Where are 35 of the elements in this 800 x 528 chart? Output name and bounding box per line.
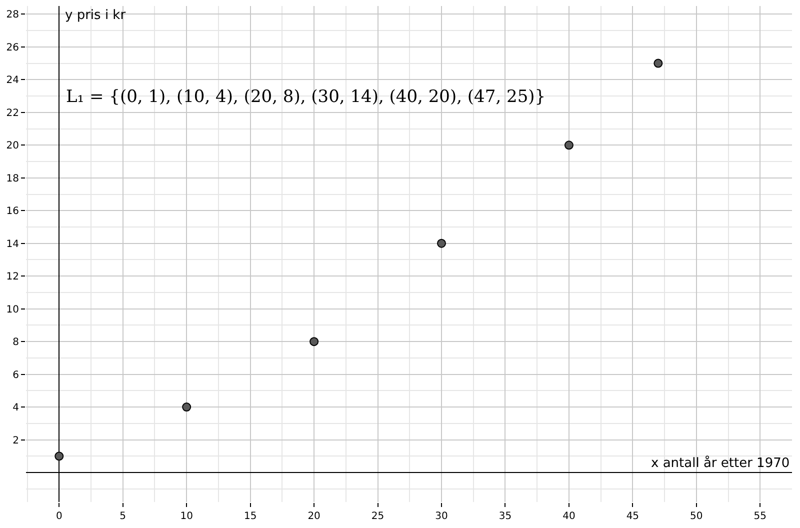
x-tick-label: 15 (244, 511, 257, 522)
y-axis-title: y pris i kr (65, 8, 126, 23)
x-tick-label: 50 (690, 511, 703, 522)
point (310, 337, 319, 346)
x-tick-label: 0 (56, 511, 62, 522)
x-tick-label: 30 (435, 511, 448, 522)
x-tick-label: 55 (754, 511, 767, 522)
annotation: L₁ = {(0, 1), (10, 4), (20, 8), (30, 14), (40, 20), (47, 25)} (66, 87, 546, 107)
x-tick-label: 35 (498, 511, 512, 522)
x-tick-label: 10 (180, 511, 193, 522)
point (182, 402, 192, 412)
y-tick-label: 4 (12, 402, 19, 414)
y-tick-label: 26 (6, 42, 19, 54)
point (654, 58, 663, 68)
y-tick-label: 22 (6, 108, 19, 119)
y-tick-label: 2 (12, 435, 19, 446)
point (564, 140, 574, 150)
y-tick-label: 8 (12, 337, 19, 348)
y-tick-label: 14 (6, 238, 19, 250)
y-tick-label: 12 (6, 272, 19, 283)
y-tick-label: 20 (6, 140, 19, 152)
y-tick-label: 18 (6, 173, 19, 184)
point (437, 238, 446, 248)
y-tick-label: 24 (6, 75, 19, 86)
x-tick-label: 40 (562, 511, 576, 522)
y-tick-label: 6 (12, 370, 19, 381)
x-tick-label: 5 (120, 511, 126, 522)
y-tick-label: 28 (6, 10, 19, 21)
x-axis-title: x antall år etter 1970 (651, 455, 790, 471)
x-tick-label: 20 (308, 511, 320, 522)
point (54, 452, 64, 461)
x-tick-label: 25 (371, 511, 384, 522)
x-tick-label: 45 (626, 511, 640, 522)
y-tick-label: 10 (6, 304, 19, 316)
y-tick-label: 16 (6, 206, 19, 218)
